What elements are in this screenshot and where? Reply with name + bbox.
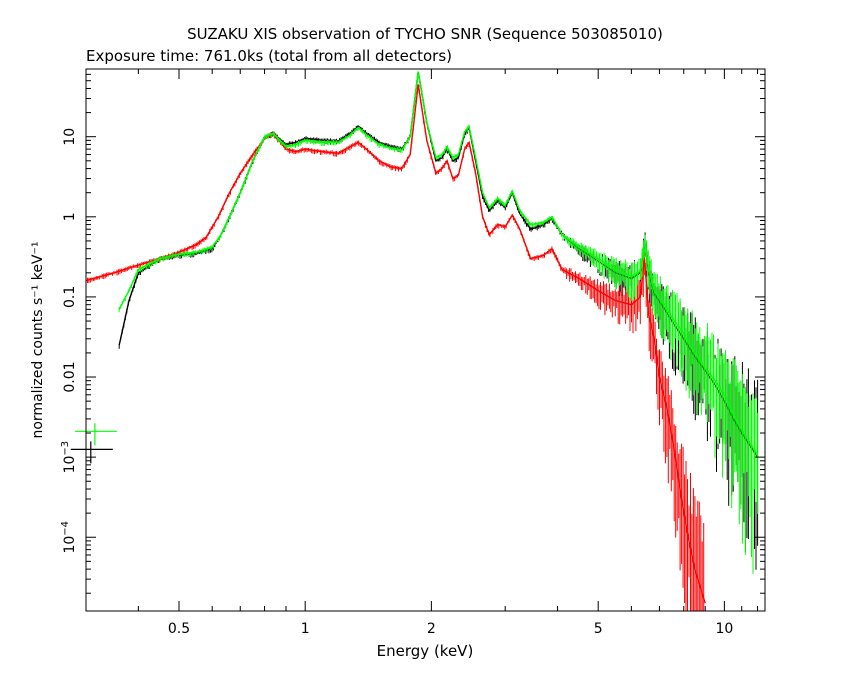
x-tick-label: 10 xyxy=(715,621,733,637)
x-tick-label: 1 xyxy=(301,621,310,637)
y-tick-label-group: 0.01 xyxy=(62,361,78,392)
x-axis-label: Energy (keV) xyxy=(377,642,474,660)
y-tick-label: 0.01 xyxy=(62,361,78,392)
chart-title: SUZAKU XIS observation of TYCHO SNR (Seq… xyxy=(187,25,663,43)
y-tick-label: 10−4 xyxy=(60,521,78,554)
series-2 xyxy=(118,71,759,574)
series-line xyxy=(118,71,759,458)
chart-subtitle: Exposure time: 761.0ks (total from all d… xyxy=(86,47,452,65)
y-tick-label-group: 0.1 xyxy=(62,286,78,308)
x-tick-label: 2 xyxy=(427,621,436,637)
series-line xyxy=(118,71,759,455)
y-tick-label: 10−3 xyxy=(60,441,78,474)
y-tick-label-group: 10 xyxy=(62,128,78,146)
series-layer xyxy=(85,71,759,611)
y-tick-label: 0.1 xyxy=(62,286,78,308)
y-tick-label-group: 10−4 xyxy=(60,521,78,554)
y-tick-label: 10 xyxy=(62,128,78,146)
axes: 0.5 1 2 5 10 10 1 0.1 0.01 10−3 10−4 xyxy=(60,68,765,637)
x-tick-label: 5 xyxy=(594,621,603,637)
legend-marks xyxy=(70,423,117,464)
series-1 xyxy=(85,84,706,611)
series-line xyxy=(85,84,706,604)
plot-frame xyxy=(85,68,766,612)
y-tick-label-group: 1 xyxy=(62,212,78,221)
x-tick-label: 0.5 xyxy=(168,621,190,637)
y-tick-label-group: 10−3 xyxy=(60,441,78,474)
y-tick-label: 1 xyxy=(62,212,78,221)
y-axis-label: normalized counts s⁻¹ keV⁻¹ xyxy=(30,241,46,438)
